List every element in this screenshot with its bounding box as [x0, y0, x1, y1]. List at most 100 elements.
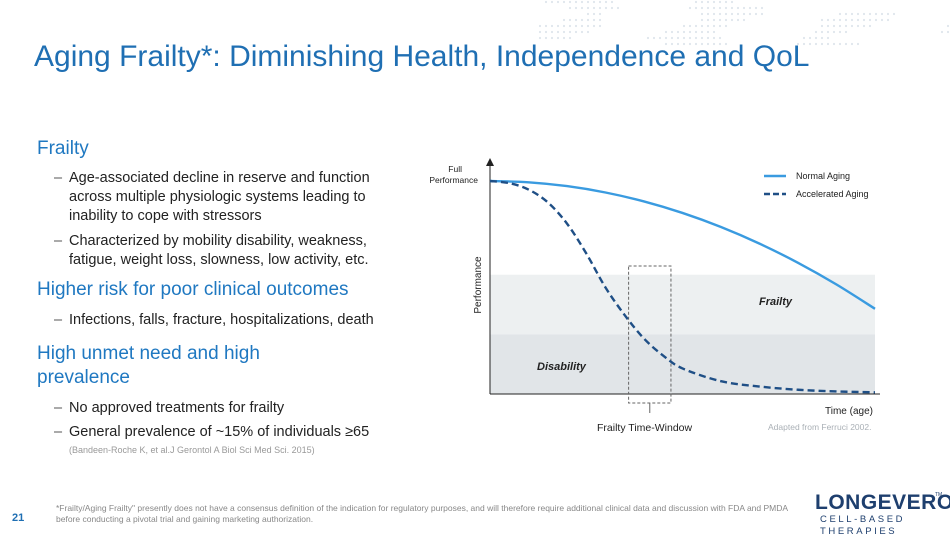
decorative-dot: [808, 36, 812, 40]
decorative-dot: [676, 30, 680, 34]
decorative-dot: [730, 6, 734, 10]
series-normal-aging-line: [489, 179, 876, 310]
decorative-dot: [598, 0, 602, 4]
decorative-dot: [694, 24, 698, 28]
decorative-dot: [580, 30, 584, 34]
bullet-no-treatments: – No approved treatments for frailty: [54, 400, 285, 416]
decorative-dot: [688, 30, 692, 34]
decorative-dot: [856, 12, 860, 16]
bullet-outcomes: – Infections, falls, fracture, hospitaliz…: [54, 312, 374, 328]
decorative-dot: [874, 18, 878, 22]
decorative-dot: [706, 36, 710, 40]
decorative-dot: [856, 42, 860, 46]
decorative-dot: [586, 12, 590, 16]
decorative-dot: [586, 0, 590, 4]
decorative-dot: [562, 30, 566, 34]
decorative-dot: [850, 42, 854, 46]
decorative-dot: [844, 18, 848, 22]
decorative-dot: [688, 42, 692, 46]
decorative-dot: [832, 30, 836, 34]
decorative-dot: [886, 18, 890, 22]
decorative-dot: [550, 24, 554, 28]
decorative-dot: [700, 42, 704, 46]
decorative-dot: [826, 36, 830, 40]
decorative-dot: [850, 12, 854, 16]
decorative-dot: [736, 6, 740, 10]
decorative-dot: [682, 24, 686, 28]
decorative-dot: [724, 0, 728, 4]
decorative-dot: [556, 24, 560, 28]
decorative-dot: [550, 0, 554, 4]
decorative-dot: [742, 12, 746, 16]
decorative-dot: [568, 30, 572, 34]
decorative-dot: [700, 0, 704, 4]
decorative-dot: [718, 42, 722, 46]
logo-tagline: CELL-BASED THERAPIES: [820, 514, 906, 537]
reference-citation: (Bandeen-Roche K, et al.J Gerontol A Bio…: [69, 445, 315, 455]
decorative-dot: [694, 6, 698, 10]
decorative-dot: [946, 24, 950, 28]
decorative-dot: [802, 42, 806, 46]
decorative-dot: [550, 30, 554, 34]
decorative-dot: [646, 36, 650, 40]
decorative-dot: [562, 0, 566, 4]
decorative-dot: [724, 42, 728, 46]
decorative-dot: [718, 0, 722, 4]
decorative-dot: [754, 12, 758, 16]
decorative-dot: [670, 42, 674, 46]
decorative-dot: [706, 30, 710, 34]
decorative-dot: [682, 36, 686, 40]
decorative-dot: [802, 36, 806, 40]
decorative-dot-pattern: [538, 0, 950, 46]
decorative-dot: [838, 42, 842, 46]
decorative-dot: [862, 18, 866, 22]
decorative-dot: [706, 12, 710, 16]
band-label-disability: Disability: [537, 361, 587, 373]
decorative-dot: [880, 12, 884, 16]
decorative-dot: [808, 42, 812, 46]
decorative-dot: [580, 0, 584, 4]
decorative-dot: [850, 18, 854, 22]
decorative-dot: [688, 24, 692, 28]
decorative-dot: [538, 36, 542, 40]
decorative-dot: [712, 42, 716, 46]
decorative-dot: [736, 12, 740, 16]
decorative-dot: [592, 12, 596, 16]
decorative-dot: [694, 42, 698, 46]
decorative-dot: [826, 24, 830, 28]
decorative-dot: [712, 0, 716, 4]
section-heading-unmet-need: High unmet need and high prevalence: [37, 343, 260, 388]
decorative-dot: [556, 0, 560, 4]
y-axis-arrow: [486, 158, 494, 166]
decorative-dot: [700, 24, 704, 28]
decorative-dot: [568, 24, 572, 28]
section-heading-frailty: Frailty: [37, 138, 89, 159]
decorative-dot: [580, 18, 584, 22]
decorative-dot: [886, 12, 890, 16]
decorative-dot: [748, 6, 752, 10]
decorative-dot: [826, 30, 830, 34]
decorative-dot: [724, 18, 728, 22]
decorative-dot: [664, 30, 668, 34]
decorative-dot: [598, 12, 602, 16]
y-axis-label: Performance: [473, 256, 484, 314]
decorative-dot: [712, 6, 716, 10]
decorative-dot: [706, 0, 710, 4]
decorative-dot: [814, 30, 818, 34]
decorative-dot: [820, 42, 824, 46]
decorative-dot: [838, 30, 842, 34]
decorative-dot: [580, 6, 584, 10]
decorative-dot: [688, 36, 692, 40]
decorative-dot: [706, 6, 710, 10]
decorative-dot: [730, 12, 734, 16]
legend-label-accelerated-aging: Accelerated Aging: [796, 189, 869, 199]
y-top-label-line1: Full: [448, 164, 462, 174]
decorative-dot: [724, 12, 728, 16]
decorative-dot: [598, 6, 602, 10]
decorative-dot: [718, 18, 722, 22]
decorative-dot: [820, 18, 824, 22]
decorative-dot: [856, 18, 860, 22]
decorative-dot: [742, 18, 746, 22]
slide-title: Aging Frailty*: Diminishing Health, Inde…: [34, 40, 810, 73]
decorative-dot: [718, 36, 722, 40]
